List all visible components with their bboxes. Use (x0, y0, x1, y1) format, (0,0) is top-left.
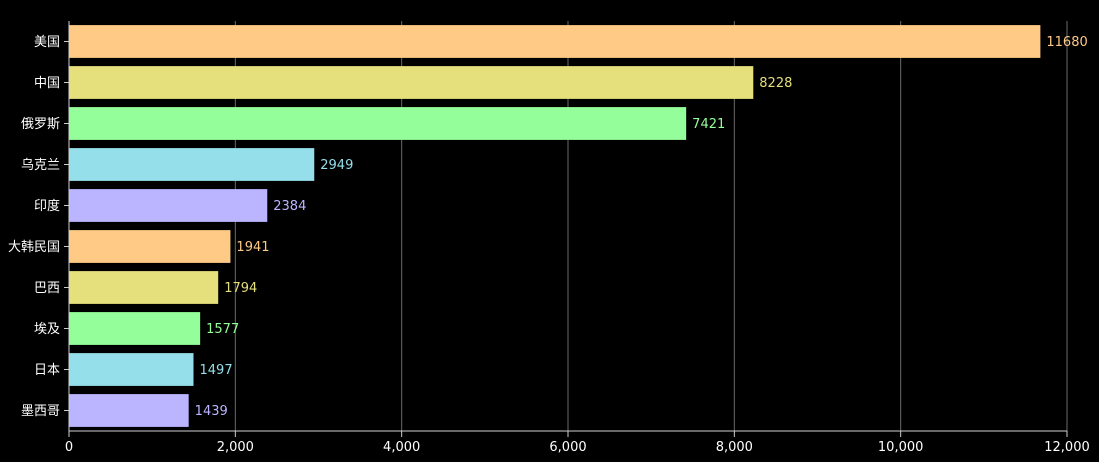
category-label: 印度 (34, 198, 60, 214)
data-label: 8228 (759, 76, 792, 91)
bar (69, 394, 189, 427)
category-label: 中国 (34, 76, 60, 91)
category-label: 乌克兰 (21, 157, 60, 173)
bars (69, 25, 1041, 427)
bar (69, 66, 754, 99)
x-tick-label: 8,000 (716, 440, 753, 455)
x-tick-label: 2,000 (217, 440, 254, 455)
x-tick-label: 10,000 (878, 440, 924, 455)
bar (69, 25, 1041, 58)
bar (69, 148, 315, 181)
data-label: 1794 (224, 281, 257, 296)
category-label: 墨西哥 (21, 404, 60, 419)
data-label: 2384 (273, 199, 306, 214)
x-tick-label: 4,000 (383, 440, 420, 455)
category-label: 埃及 (34, 322, 60, 337)
category-label: 大韩民国 (8, 240, 60, 255)
bar (69, 271, 219, 304)
category-label: 美国 (34, 35, 60, 50)
category-label: 巴西 (34, 281, 60, 296)
category-label: 日本 (34, 363, 60, 378)
bar (69, 189, 268, 222)
data-label: 1941 (236, 240, 269, 255)
data-label: 1439 (195, 404, 228, 419)
x-tick-label: 12,000 (1044, 440, 1090, 455)
data-label: 1577 (206, 322, 239, 337)
bar (69, 230, 231, 263)
value-labels: 11680 8228 7421 2949 2384 1941 1794 1577 1497 143… (195, 35, 1088, 419)
data-label: 7421 (692, 117, 725, 132)
data-label: 11680 (1046, 35, 1087, 50)
bar (69, 312, 201, 345)
category-label: 俄罗斯 (21, 117, 60, 132)
bar (69, 107, 687, 140)
bar (69, 353, 194, 386)
x-tick-label: 0 (65, 440, 73, 455)
data-label: 2949 (320, 158, 353, 173)
data-label: 1497 (200, 363, 233, 378)
x-tick-label: 6,000 (549, 440, 586, 455)
